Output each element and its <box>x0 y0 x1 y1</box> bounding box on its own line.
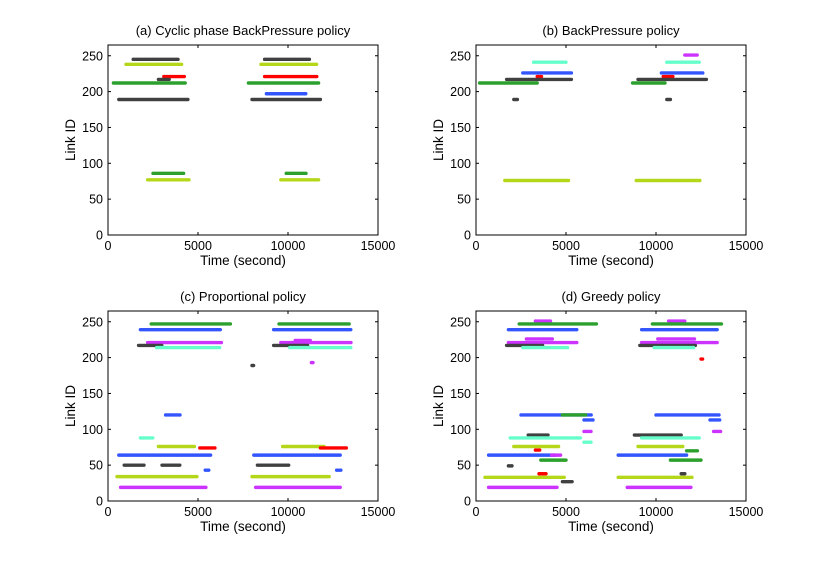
subplot-a: 0 5000 10000 15000 0 50 100 150 200 250 (a) Cyclic… <box>63 23 395 268</box>
x-tick-label: 5000 <box>184 505 212 519</box>
y-tick-label: 200 <box>82 351 103 365</box>
subplot-b: 0 5000 10000 15000 0 50 100 150 200 250 (b) BackPr… <box>431 23 763 268</box>
x-tick-label: 15000 <box>729 505 764 519</box>
x-tick-label: 15000 <box>361 239 396 253</box>
x-tick-label: 5000 <box>184 239 212 253</box>
chart-title: (b) BackPressure policy <box>542 23 680 38</box>
axes-frame <box>107 310 379 502</box>
x-tick-label: 0 <box>105 239 112 253</box>
y-tick-label: 150 <box>450 121 471 135</box>
subplot-d: 0 5000 10000 15000 0 50 100 150 200 250 (d) Greedy… <box>431 289 763 534</box>
y-axis-label: Link ID <box>63 385 78 427</box>
y-tick-label: 250 <box>82 315 103 329</box>
x-tick-label: 0 <box>473 239 480 253</box>
chart-title: (d) Greedy policy <box>562 289 661 304</box>
y-tick-label: 250 <box>450 49 471 63</box>
y-tick-label: 100 <box>82 423 103 437</box>
x-axis-label: Time (second) <box>200 519 286 534</box>
x-tick-label: 10000 <box>271 239 306 253</box>
y-tick-label: 0 <box>464 229 471 243</box>
y-axis-label: Link ID <box>431 119 446 161</box>
y-tick-label: 50 <box>89 459 103 473</box>
chart-title: (a) Cyclic phase BackPressure policy <box>136 23 351 38</box>
x-tick-label: 10000 <box>639 505 674 519</box>
x-tick-label: 10000 <box>639 239 674 253</box>
y-tick-label: 150 <box>82 387 103 401</box>
y-axis-label: Link ID <box>63 119 78 161</box>
y-tick-label: 200 <box>82 85 103 99</box>
y-tick-label: 50 <box>89 193 103 207</box>
y-tick-label: 250 <box>450 315 471 329</box>
y-tick-label: 100 <box>82 157 103 171</box>
x-tick-label: 10000 <box>271 505 306 519</box>
y-tick-label: 50 <box>457 459 471 473</box>
y-tick-label: 200 <box>450 85 471 99</box>
x-axis-label: Time (second) <box>568 519 654 534</box>
y-tick-label: 0 <box>464 495 471 509</box>
x-tick-label: 15000 <box>361 505 396 519</box>
y-tick-label: 150 <box>82 121 103 135</box>
axes-frame <box>475 310 747 502</box>
y-tick-label: 50 <box>457 193 471 207</box>
y-tick-label: 250 <box>82 49 103 63</box>
y-tick-label: 100 <box>450 423 471 437</box>
y-tick-label: 0 <box>96 495 103 509</box>
axes-frame <box>475 44 747 236</box>
y-tick-label: 200 <box>450 351 471 365</box>
x-tick-label: 5000 <box>552 505 580 519</box>
y-tick-label: 100 <box>450 157 471 171</box>
x-tick-label: 0 <box>105 505 112 519</box>
y-axis-label: Link ID <box>431 385 446 427</box>
subplot-c: 0 5000 10000 15000 0 50 100 150 200 250 (c) Propor… <box>63 289 395 534</box>
x-tick-label: 5000 <box>552 239 580 253</box>
chart-title: (c) Proportional policy <box>180 289 306 304</box>
x-tick-label: 0 <box>473 505 480 519</box>
x-tick-label: 15000 <box>729 239 764 253</box>
y-tick-label: 150 <box>450 387 471 401</box>
axes-frame <box>107 44 379 236</box>
x-axis-label: Time (second) <box>200 253 286 268</box>
x-axis-label: Time (second) <box>568 253 654 268</box>
y-tick-label: 0 <box>96 229 103 243</box>
